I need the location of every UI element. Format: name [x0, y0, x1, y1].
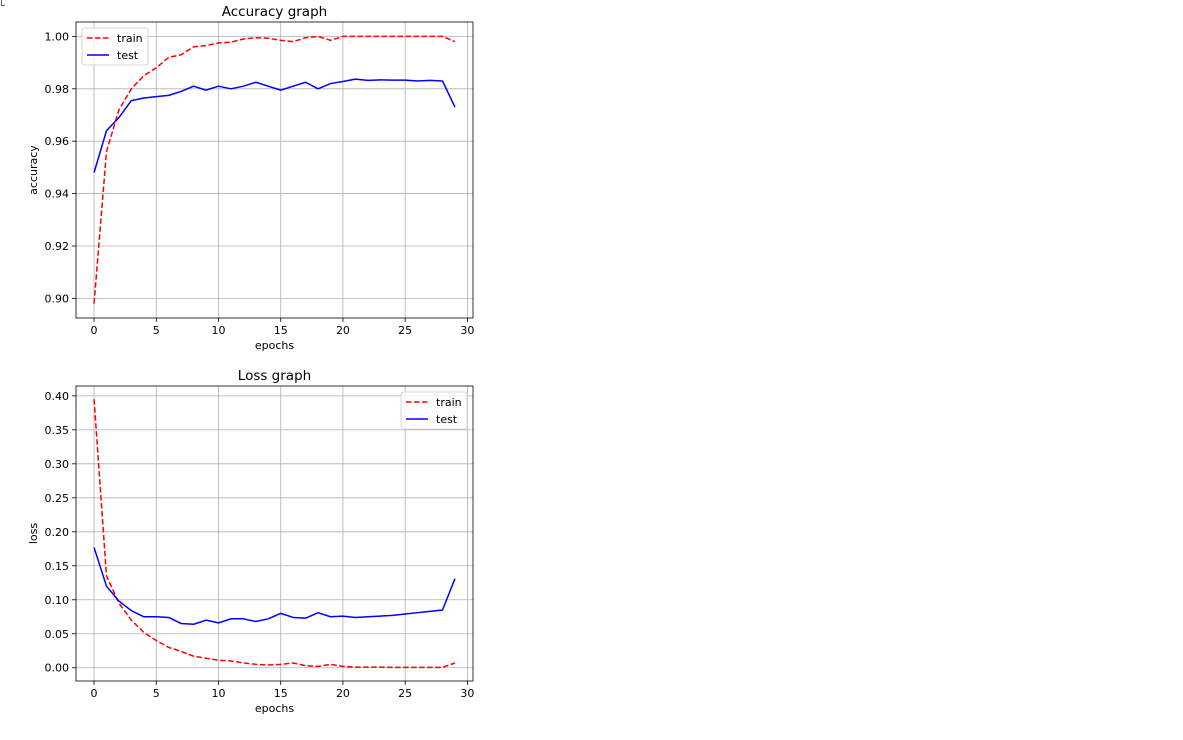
y-tick-label: 0.98: [45, 83, 70, 96]
y-tick-label: 0.10: [45, 594, 70, 607]
chart-1: 0 5 10 15 20 25 30 0.00 0.05 0.10 0.15 0.20 0.25 0.30…: [27, 368, 474, 715]
x-tick-label: 30: [460, 324, 474, 337]
x-tick-label: 25: [398, 324, 412, 337]
y-tick-label: 0.92: [45, 240, 70, 253]
x-tick-label: 5: [153, 687, 160, 700]
x-tick-label: 0: [91, 324, 98, 337]
y-tick-label: 0.94: [45, 188, 70, 201]
x-tick-label: 20: [336, 687, 350, 700]
x-tick-label: 25: [398, 687, 412, 700]
series-line-train: [93, 399, 456, 669]
x-tick-label: 15: [274, 687, 288, 700]
series-line-test: [93, 547, 456, 625]
x-tick-label: 5: [153, 324, 160, 337]
plot-frame: [75, 385, 474, 682]
y-tick-label: 0.00: [45, 662, 70, 675]
y-tick-label: 1.00: [45, 30, 70, 43]
chart-0: 0 5 10 15 20 25 30 0.90 0.92 0.94 0.96 0.98 1.00 Accu…: [27, 4, 474, 352]
x-axis-label: epochs: [255, 339, 294, 352]
y-axis-label: loss: [27, 523, 40, 545]
plot-frame: [75, 21, 474, 319]
grid: [76, 22, 473, 318]
legend: train test: [400, 391, 468, 430]
y-tick-label: 0.35: [45, 424, 70, 437]
chart-title: Loss graph: [238, 368, 311, 384]
x-axis-label: epochs: [255, 702, 294, 715]
x-tick-label: 10: [211, 324, 225, 337]
y-tick-label: 0.15: [45, 560, 70, 573]
x-tick-label: 20: [336, 324, 350, 337]
legend-label-train: train: [117, 32, 143, 45]
y-tick-label: 0.40: [45, 390, 70, 403]
cell-output-marker-icon: [0, 0, 5, 8]
x-tick-label: 15: [274, 324, 288, 337]
x-tick-label: 10: [211, 687, 225, 700]
y-tick-label: 0.96: [45, 135, 70, 148]
y-tick-label: 0.20: [45, 526, 70, 539]
grid: [76, 386, 473, 681]
y-tick-label: 0.25: [45, 492, 70, 505]
series-line-train: [93, 35, 456, 304]
series-line-test: [93, 78, 456, 173]
y-tick-label: 0.90: [45, 292, 70, 305]
legend-label-train: train: [436, 396, 462, 409]
legend: train test: [81, 27, 149, 66]
y-tick-label: 0.30: [45, 458, 70, 471]
legend-label-test: test: [436, 413, 458, 426]
y-tick-label: 0.05: [45, 628, 70, 641]
chart-title: Accuracy graph: [222, 4, 327, 20]
y-axis-label: accuracy: [27, 145, 40, 195]
legend-label-test: test: [117, 49, 139, 62]
x-tick-label: 30: [460, 687, 474, 700]
x-tick-label: 0: [91, 687, 98, 700]
